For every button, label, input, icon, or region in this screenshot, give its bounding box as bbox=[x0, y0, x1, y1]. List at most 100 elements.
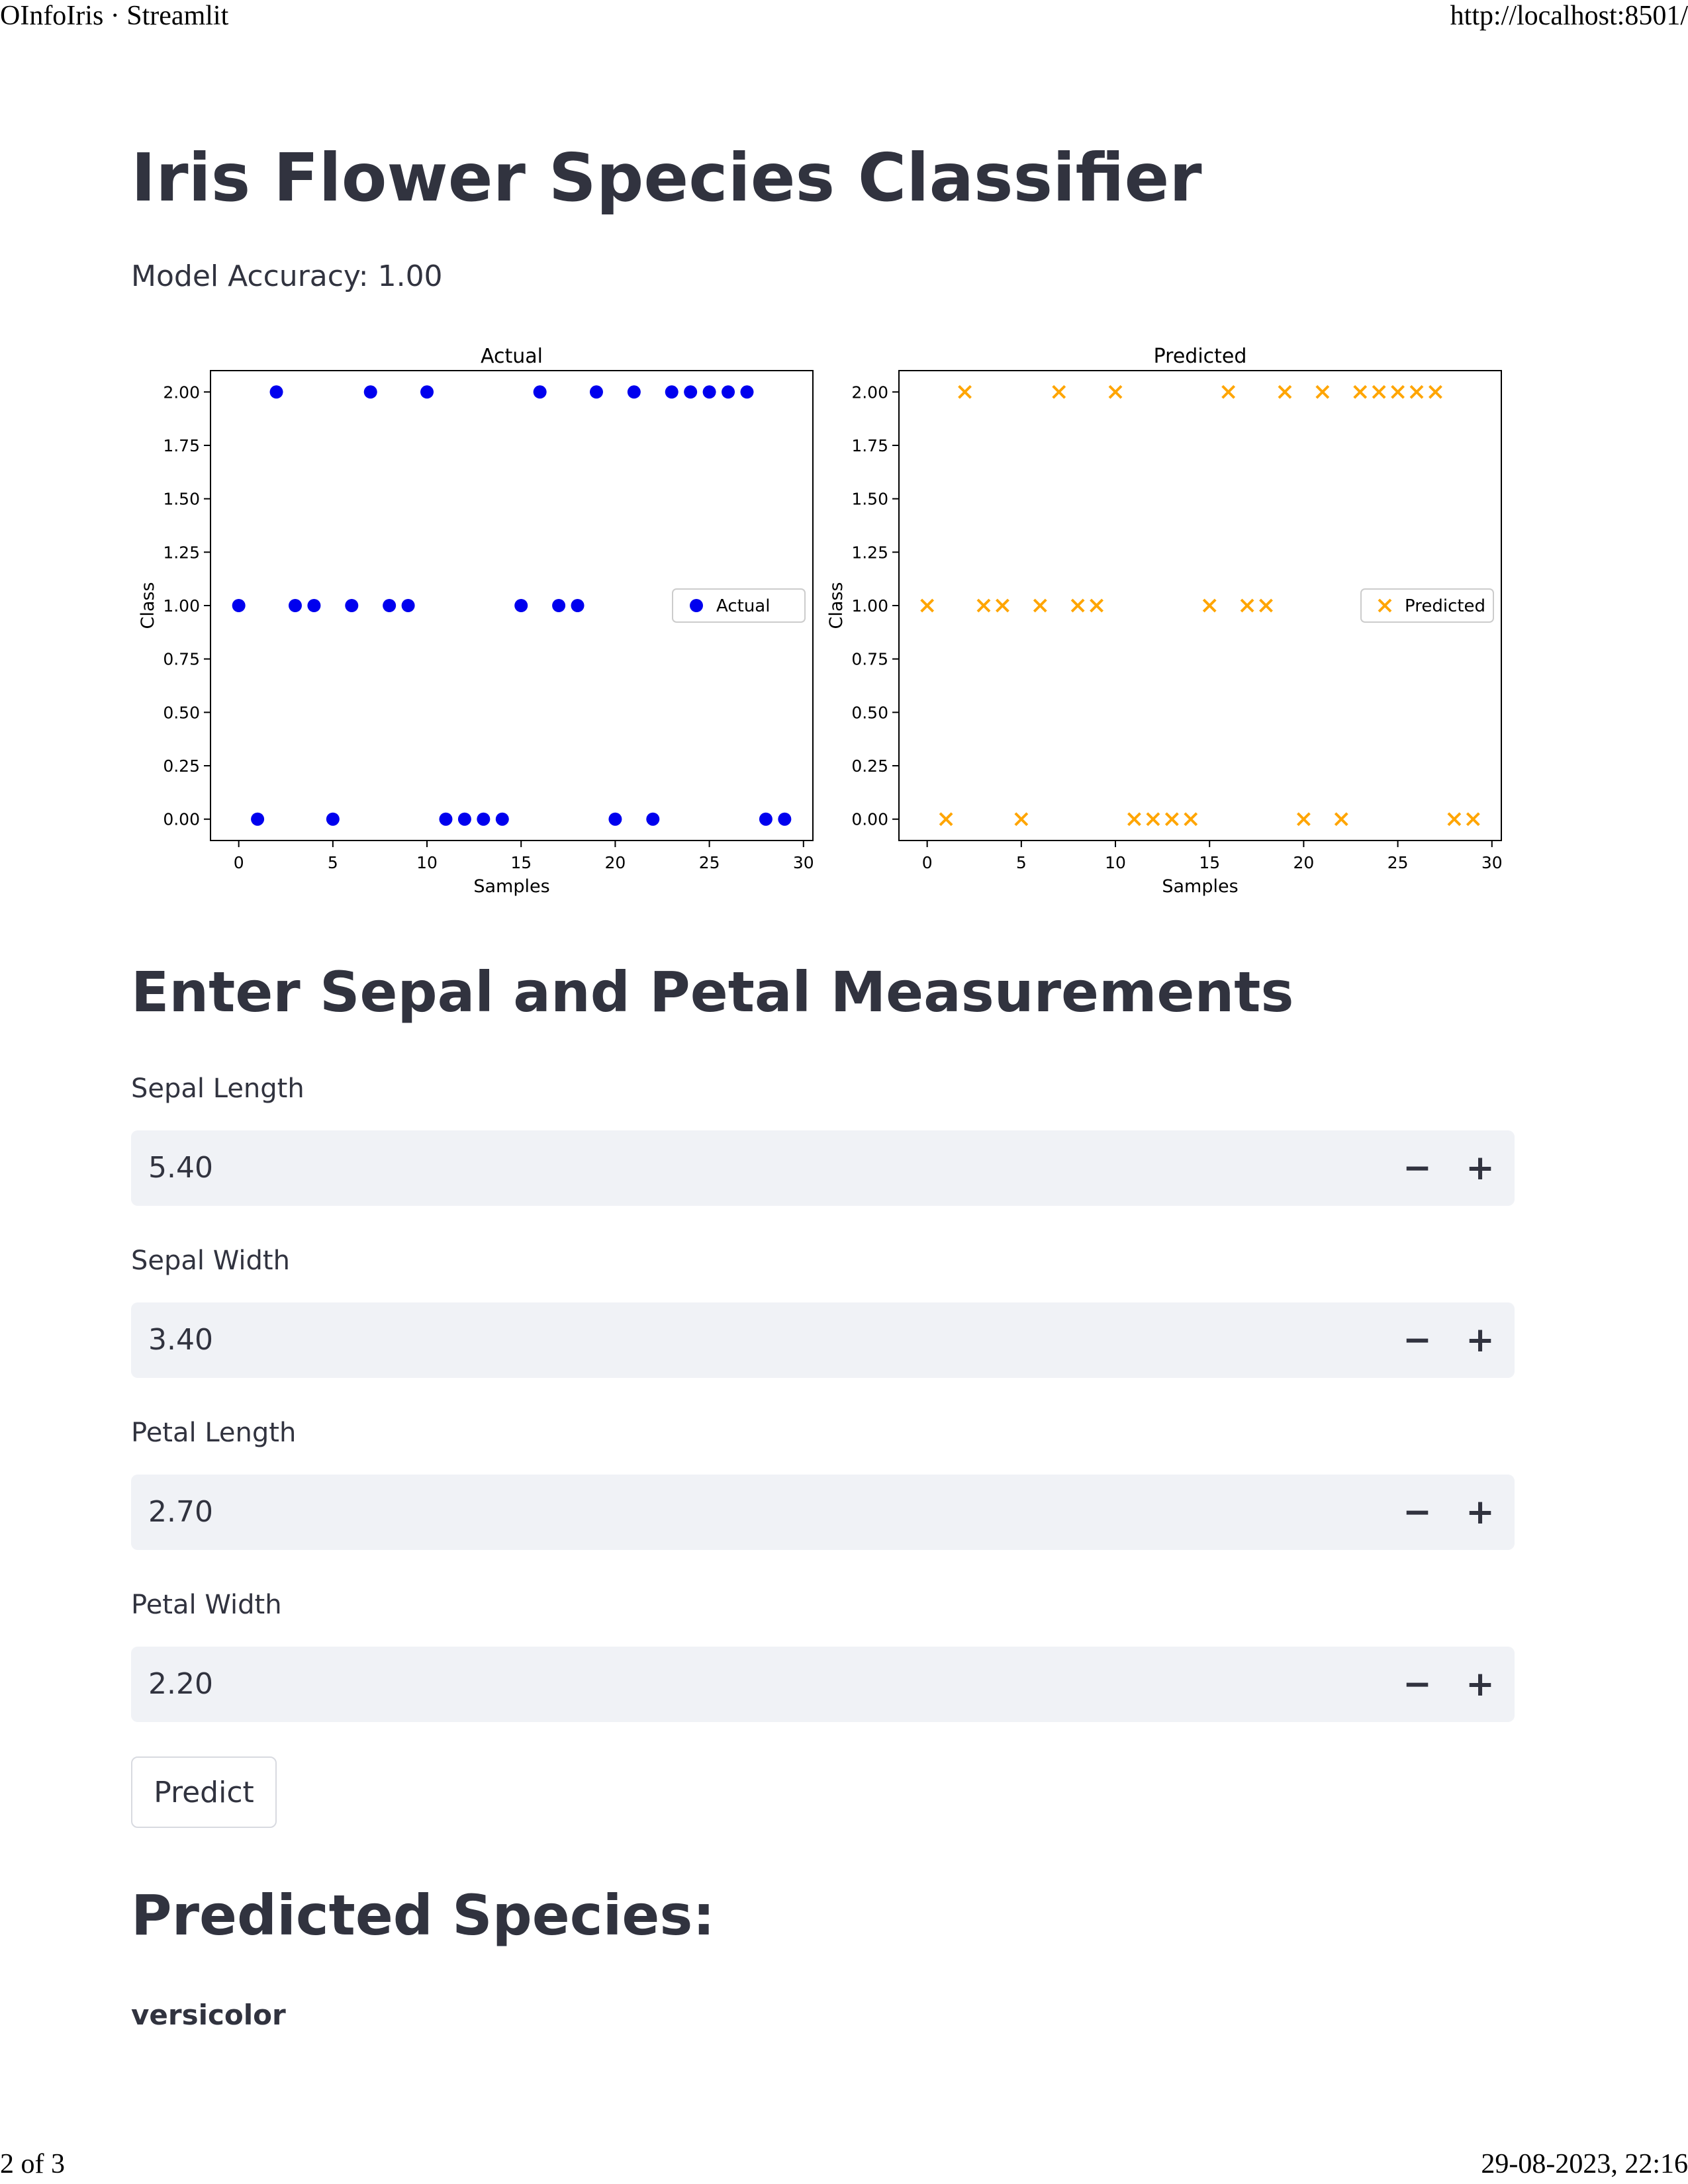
chart0-data-point bbox=[307, 599, 321, 612]
chart1-data-point bbox=[958, 385, 972, 399]
chart0-xtick-label: 0 bbox=[234, 853, 244, 872]
chart1-data-point bbox=[1296, 812, 1311, 827]
petal-length-value[interactable]: 2.70 bbox=[148, 1495, 213, 1529]
chart1-legend: Predicted bbox=[1360, 588, 1494, 623]
charts-figure: Actual 0.00 0.25 0.50 0.75 1.00 1.25 1.50 1.75 2.… bbox=[131, 331, 1515, 900]
chart1-ytick-label: 0.00 bbox=[851, 810, 888, 829]
chart1-xlabel: Samples bbox=[1162, 876, 1238, 897]
predicted-species-heading: Predicted Species: bbox=[131, 1883, 715, 1948]
sepal-length-increment-button[interactable]: + bbox=[1466, 1148, 1495, 1188]
chart1-data-point bbox=[1447, 812, 1462, 827]
chart1-data-point bbox=[1014, 812, 1029, 827]
chart1-xtick-label: 10 bbox=[1105, 853, 1126, 872]
chart0-xlabel: Samples bbox=[473, 876, 549, 897]
chart1-data-point bbox=[995, 598, 1009, 613]
chart1-data-point bbox=[1033, 598, 1047, 613]
chart0-xtick-label: 10 bbox=[416, 853, 438, 872]
petal-width-value[interactable]: 2.20 bbox=[148, 1667, 213, 1701]
chart1-xtick-label: 30 bbox=[1481, 853, 1503, 872]
chart0-data-point bbox=[722, 385, 735, 399]
petal-length-input[interactable]: 2.70 − + bbox=[131, 1475, 1515, 1550]
chart1-ytick-label: 1.75 bbox=[851, 436, 888, 455]
sepal-width-input[interactable]: 3.40 − + bbox=[131, 1302, 1515, 1378]
sepal-width-label: Sepal Width bbox=[131, 1246, 290, 1276]
chart1-data-point bbox=[1315, 385, 1330, 399]
page-title: Iris Flower Species Classifier bbox=[131, 139, 1202, 216]
chart1-data-point bbox=[1334, 812, 1348, 827]
chart0-title: Actual bbox=[481, 345, 543, 368]
chart0-legend-label: Actual bbox=[716, 596, 770, 616]
chart0-ytick-label: 0.75 bbox=[163, 650, 200, 669]
chart0-data-point bbox=[740, 385, 754, 399]
chart1-data-point bbox=[1466, 812, 1480, 827]
chart0-data-point bbox=[646, 812, 660, 826]
chart0-data-point bbox=[269, 385, 283, 399]
chart1-data-point bbox=[1391, 385, 1405, 399]
chart1-ytick-label: 0.25 bbox=[851, 756, 888, 776]
chart1-xtick-label: 25 bbox=[1387, 853, 1409, 872]
petal-width-decrement-button[interactable]: − bbox=[1403, 1664, 1432, 1704]
chart0-data-point bbox=[288, 599, 302, 612]
chart0-data-point bbox=[345, 599, 359, 612]
sepal-length-decrement-button[interactable]: − bbox=[1403, 1148, 1432, 1188]
chart1-data-point bbox=[1108, 385, 1123, 399]
chart1-data-point bbox=[1184, 812, 1198, 827]
model-accuracy-text: Model Accuracy: 1.00 bbox=[131, 259, 443, 293]
chart1-data-point bbox=[1278, 385, 1292, 399]
petal-length-label: Petal Length bbox=[131, 1418, 297, 1448]
chart0-data-point bbox=[533, 385, 547, 399]
chart0-ytick-label: 1.75 bbox=[163, 436, 200, 455]
sepal-width-decrement-button[interactable]: − bbox=[1403, 1320, 1432, 1360]
chart1-data-point bbox=[976, 598, 991, 613]
print-url: http://localhost:8501/ bbox=[1450, 1, 1688, 31]
chart1-ytick-label: 2.00 bbox=[851, 383, 888, 402]
chart1-data-point bbox=[920, 598, 935, 613]
petal-width-increment-button[interactable]: + bbox=[1466, 1664, 1495, 1704]
petal-length-increment-button[interactable]: + bbox=[1466, 1492, 1495, 1532]
measurements-heading: Enter Sepal and Petal Measurements bbox=[131, 960, 1294, 1024]
chart0-data-point bbox=[627, 385, 641, 399]
chart1-ytick-label: 1.00 bbox=[851, 596, 888, 615]
chart0-xtick-label: 20 bbox=[605, 853, 626, 872]
chart0-ylabel: Class bbox=[138, 582, 158, 629]
chart1-legend-label: Predicted bbox=[1405, 596, 1485, 616]
chart0-data-point bbox=[514, 599, 528, 612]
chart1-ytick-label: 1.25 bbox=[851, 543, 888, 562]
chart0-ytick-label: 1.00 bbox=[163, 596, 200, 615]
chart1-data-point bbox=[1221, 385, 1236, 399]
print-header: OInfoIris · Streamlit http://localhost:8… bbox=[0, 0, 1688, 34]
chart0-data-point bbox=[759, 812, 773, 826]
chart1-xtick-label: 0 bbox=[922, 853, 933, 872]
predict-button[interactable]: Predict bbox=[131, 1756, 277, 1828]
chart0-data-point bbox=[251, 812, 265, 826]
chart0-xtick-label: 25 bbox=[699, 853, 720, 872]
chart1-data-point bbox=[1429, 385, 1442, 399]
chart1-data-point bbox=[1146, 812, 1160, 827]
chart0-data-point bbox=[326, 812, 340, 826]
chart1-data-point bbox=[1240, 598, 1254, 613]
chart1-data-point bbox=[1259, 598, 1273, 613]
chart1-xtick-label: 5 bbox=[1016, 853, 1027, 872]
chart0-data-point bbox=[383, 599, 397, 612]
chart0-ytick-label: 0.25 bbox=[163, 756, 200, 776]
sepal-length-label: Sepal Length bbox=[131, 1073, 305, 1104]
sepal-width-increment-button[interactable]: + bbox=[1466, 1320, 1495, 1360]
chart0-data-point bbox=[401, 599, 415, 612]
petal-width-input[interactable]: 2.20 − + bbox=[131, 1647, 1515, 1722]
predicted-species-value: versicolor bbox=[131, 1999, 286, 2031]
petal-length-decrement-button[interactable]: − bbox=[1403, 1492, 1432, 1532]
chart0-data-point bbox=[457, 812, 471, 826]
chart1-title: Predicted bbox=[1154, 345, 1247, 368]
chart1-data-point bbox=[1409, 385, 1424, 399]
chart1-data-point bbox=[1052, 385, 1066, 399]
predicted-chart: Predicted 0.00 0.25 0.50 0.75 1.00 1.25 1.50 1.7… bbox=[826, 345, 1503, 897]
chart0-data-point bbox=[495, 812, 509, 826]
chart1-data-point bbox=[1202, 598, 1217, 613]
chart1-xtick-label: 15 bbox=[1199, 853, 1220, 872]
chart0-data-point bbox=[477, 812, 491, 826]
chart0-legend: Actual bbox=[672, 588, 806, 623]
sepal-width-value[interactable]: 3.40 bbox=[148, 1323, 213, 1357]
sepal-length-value[interactable]: 5.40 bbox=[148, 1151, 213, 1185]
sepal-length-input[interactable]: 5.40 − + bbox=[131, 1130, 1515, 1206]
chart0-data-point bbox=[363, 385, 377, 399]
